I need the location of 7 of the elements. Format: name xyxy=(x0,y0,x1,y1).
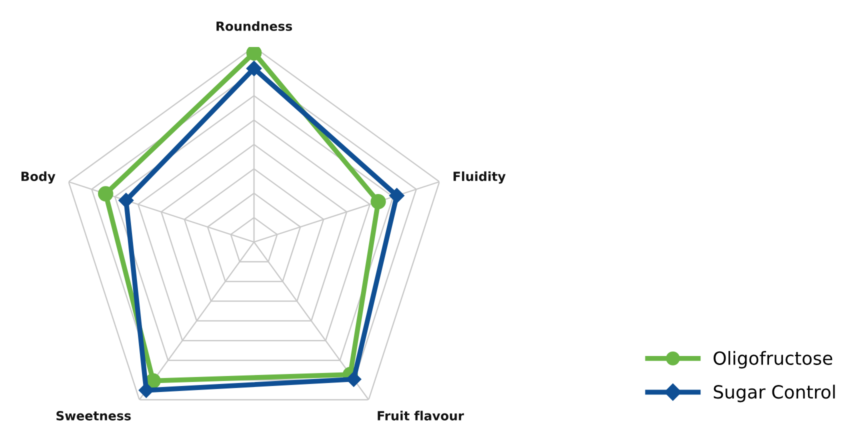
spoke-label: Fruit flavour xyxy=(378,410,464,420)
legend-label: Sugar Control xyxy=(714,384,835,402)
spoke-label: Fluidity xyxy=(454,171,506,184)
legend-label: Oligofructose xyxy=(714,351,832,368)
spoke-label: Sweetness xyxy=(56,411,131,420)
spoke-label: Roundness xyxy=(216,21,292,31)
spoke-label: Body xyxy=(22,171,56,184)
